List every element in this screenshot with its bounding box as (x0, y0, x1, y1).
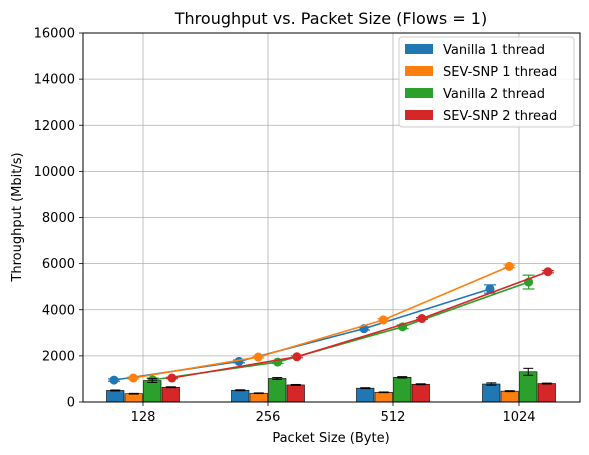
bar (393, 377, 412, 403)
legend-swatch (405, 88, 433, 98)
bar (356, 387, 375, 403)
line-point (485, 284, 495, 294)
line-point (292, 352, 302, 362)
bar (106, 390, 125, 403)
bar (124, 393, 143, 403)
bar (143, 380, 162, 403)
y-tick-label: 6000 (42, 257, 75, 272)
series-line (171, 270, 549, 379)
legend: Vanilla 1 thread SEV-SNP 1 thread Vanilla … (398, 36, 575, 128)
bar (500, 390, 519, 403)
bar (537, 383, 556, 403)
line-point (109, 375, 119, 385)
x-tick-label: 256 (256, 410, 281, 425)
bar (161, 386, 180, 403)
y-tick-label: 8000 (42, 211, 75, 226)
legend-label: SEV-SNP 2 thread (443, 109, 557, 124)
line-point (504, 261, 514, 271)
line-point (128, 373, 138, 383)
bar (482, 383, 501, 403)
bars (106, 367, 556, 403)
y-axis: 0 2000 4000 6000 8000 10000 12000 14000 16000 (34, 27, 83, 411)
line-point (417, 314, 427, 324)
legend-label: SEV-SNP 1 thread (443, 65, 557, 80)
x-tick-label: 1024 (502, 410, 535, 425)
y-tick-label: 0 (67, 396, 75, 411)
y-tick-label: 12000 (34, 119, 75, 134)
line-point (167, 373, 177, 383)
line-point (378, 315, 388, 325)
x-axis-title: Packet Size (Byte) (272, 431, 389, 446)
legend-label: Vanilla 2 thread (443, 87, 545, 102)
y-tick-label: 10000 (34, 165, 75, 180)
bar (374, 392, 393, 403)
y-tick-label: 2000 (42, 349, 75, 364)
y-axis-title: Throughput (Mbit/s) (10, 152, 25, 282)
bar (519, 371, 538, 403)
series-lines (108, 261, 554, 385)
bar (268, 378, 287, 403)
line-point (253, 352, 263, 362)
y-tick-label: 16000 (34, 27, 75, 42)
y-tick-label: 14000 (34, 73, 75, 88)
x-tick-label: 128 (131, 410, 156, 425)
x-tick-label: 512 (381, 410, 406, 425)
y-tick-label: 4000 (42, 303, 75, 318)
line-point (543, 267, 553, 277)
legend-swatch (405, 44, 433, 54)
legend-label: Vanilla 1 thread (443, 43, 545, 58)
x-axis: 128 256 512 1024 (131, 402, 536, 425)
legend-swatch (405, 66, 433, 76)
bar (231, 389, 250, 403)
bar (249, 392, 268, 403)
chart-title: Throughput vs. Packet Size (Flows = 1) (174, 9, 487, 28)
bar (411, 383, 430, 403)
legend-box (398, 36, 575, 128)
series-line (133, 265, 510, 379)
legend-swatch (405, 110, 433, 120)
bar (286, 384, 305, 403)
